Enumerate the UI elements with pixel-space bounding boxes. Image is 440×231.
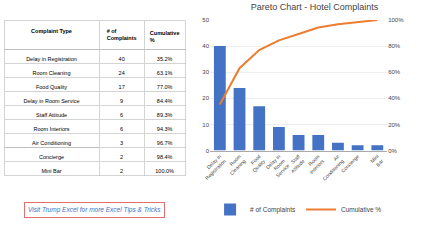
svg-text:Concierge: Concierge xyxy=(39,154,64,160)
svg-text:Room Interiors: Room Interiors xyxy=(33,126,69,132)
svg-text:Concierge: Concierge xyxy=(340,153,361,174)
svg-text:20: 20 xyxy=(202,95,209,101)
svg-text:2: 2 xyxy=(120,154,123,160)
svg-text:Complaint Type: Complaint Type xyxy=(31,28,72,34)
svg-text:2: 2 xyxy=(120,168,123,174)
svg-text:100.0%: 100.0% xyxy=(155,168,174,174)
svg-text:StaffAttitude: StaffAttitude xyxy=(285,153,306,174)
svg-text:9: 9 xyxy=(120,98,123,104)
svg-text:# of Complaints: # of Complaints xyxy=(250,206,296,214)
svg-text:40: 40 xyxy=(119,56,125,62)
svg-text:60%: 60% xyxy=(388,69,401,75)
svg-text:80%: 80% xyxy=(388,43,401,49)
svg-text:63.1%: 63.1% xyxy=(157,70,173,76)
svg-text:Delay inRegistration: Delay inRegistration xyxy=(199,153,227,181)
svg-text:FoodQuality: FoodQuality xyxy=(246,153,266,173)
svg-text:98.4%: 98.4% xyxy=(157,154,173,160)
svg-text:10: 10 xyxy=(202,122,209,128)
svg-text:Pareto Chart - Hotel Complaint: Pareto Chart - Hotel Complaints xyxy=(251,2,379,12)
svg-text:AirConditioning: AirConditioning xyxy=(317,153,346,182)
svg-text:6: 6 xyxy=(120,112,123,118)
svg-text:35.2%: 35.2% xyxy=(157,56,173,62)
svg-text:24: 24 xyxy=(119,70,125,76)
svg-text:77.0%: 77.0% xyxy=(157,84,173,90)
svg-text:84.4%: 84.4% xyxy=(157,98,173,104)
svg-text:40: 40 xyxy=(202,43,209,49)
svg-text:Delay inRoomService: Delay inRoomService xyxy=(264,153,290,179)
svg-text:Food Quality: Food Quality xyxy=(36,84,67,90)
svg-text:0%: 0% xyxy=(388,148,397,154)
svg-text:Air Conditioning: Air Conditioning xyxy=(32,140,71,146)
svg-text:Mini Bar: Mini Bar xyxy=(41,168,61,174)
svg-text:50: 50 xyxy=(202,17,209,23)
svg-text:Room Cleaning: Room Cleaning xyxy=(33,70,71,76)
svg-text:96.7%: 96.7% xyxy=(157,140,173,146)
svg-text:# ofComplaints: # ofComplaints xyxy=(107,28,137,41)
svg-text:Cumulative %: Cumulative % xyxy=(341,206,381,213)
svg-text:40%: 40% xyxy=(388,95,401,101)
svg-text:30: 30 xyxy=(202,69,209,75)
svg-text:20%: 20% xyxy=(388,122,401,128)
svg-text:RoomInteriors: RoomInteriors xyxy=(304,153,326,175)
svg-text:3: 3 xyxy=(120,140,123,146)
svg-text:Delay in Room Service: Delay in Room Service xyxy=(24,98,80,104)
svg-text:0: 0 xyxy=(206,148,210,154)
svg-text:Cumulative%: Cumulative% xyxy=(150,30,180,43)
svg-text:6: 6 xyxy=(120,126,123,132)
svg-text:17: 17 xyxy=(119,84,125,90)
svg-text:94.3%: 94.3% xyxy=(157,126,173,132)
svg-text:100%: 100% xyxy=(388,17,404,23)
svg-text:Visit Trump Excel for more Exc: Visit Trump Excel for more Excel Tips & … xyxy=(28,206,161,214)
svg-text:MiniBar: MiniBar xyxy=(369,153,385,169)
svg-text:Staff Attitude: Staff Attitude xyxy=(36,112,67,118)
svg-text:Delay in Registration: Delay in Registration xyxy=(26,56,77,62)
svg-text:89.3%: 89.3% xyxy=(157,112,173,118)
svg-text:RoomCleaning: RoomCleaning xyxy=(224,153,247,176)
